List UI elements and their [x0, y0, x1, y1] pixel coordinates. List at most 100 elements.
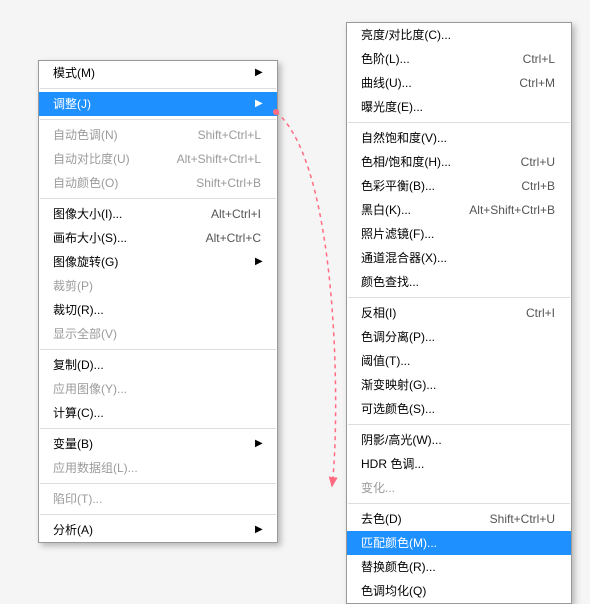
menu-separator	[348, 424, 570, 425]
menu-item-label: 显示全部(V)	[53, 326, 261, 342]
menu-separator	[40, 198, 276, 199]
menu-item-label: 渐变映射(G)...	[361, 377, 555, 393]
menu-separator	[40, 514, 276, 515]
menu-item-shortcut: Shift+Ctrl+L	[198, 127, 261, 143]
menu-item: 变化...	[347, 476, 571, 500]
menu-item[interactable]: 黑白(K)... Alt+Shift+Ctrl+B	[347, 198, 571, 222]
menu-item-label: 曲线(U)...	[361, 75, 495, 91]
menu-item-label: 分析(A)	[53, 522, 231, 538]
menu-item[interactable]: 图像旋转(G) ▶	[39, 250, 277, 274]
menu-item[interactable]: 模式(M)▶	[39, 61, 277, 85]
menu-item-label: 图像旋转(G)	[53, 254, 231, 270]
menu-item-label: 通道混合器(X)...	[361, 250, 555, 266]
menu-item-label: 裁切(R)...	[53, 302, 261, 318]
menu-item-label: 色调均化(Q)	[361, 583, 555, 599]
menu-item[interactable]: 调整(J) ▶	[39, 92, 277, 116]
menu-item: 应用数据组(L)...	[39, 456, 277, 480]
menu-item-label: 可选颜色(S)...	[361, 401, 555, 417]
menu-separator	[40, 428, 276, 429]
menu-item-shortcut: Alt+Ctrl+I	[211, 206, 261, 222]
menu-separator	[348, 122, 570, 123]
menu-item-label: 亮度/对比度(C)...	[361, 27, 555, 43]
menu-item[interactable]: 通道混合器(X)...	[347, 246, 571, 270]
adjustments-submenu[interactable]: 亮度/对比度(C)... 色阶(L)...Ctrl+L 曲线(U)... Ctrl+M…	[346, 22, 572, 604]
menu-item[interactable]: 照片滤镜(F)...	[347, 222, 571, 246]
menu-item[interactable]: 裁切(R)...	[39, 298, 277, 322]
menu-item-label: 调整(J)	[53, 96, 231, 112]
menu-item[interactable]: 分析(A) ▶	[39, 518, 277, 542]
parent-context-menu[interactable]: 模式(M)▶调整(J)▶自动色调(N)Shift+Ctrl+L自动对比度(U)A…	[38, 60, 278, 543]
menu-item-label: 裁剪(P)	[53, 278, 261, 294]
menu-item[interactable]: 色相/饱和度(H)...Ctrl+U	[347, 150, 571, 174]
menu-separator	[348, 297, 570, 298]
menu-item[interactable]: 变量(B)▶	[39, 432, 277, 456]
menu-separator	[40, 119, 276, 120]
menu-item[interactable]: 色彩平衡(B)...Ctrl+B	[347, 174, 571, 198]
menu-item-label: 变量(B)	[53, 436, 231, 452]
menu-item-label: 自然饱和度(V)...	[361, 130, 555, 146]
menu-separator	[348, 503, 570, 504]
submenu-arrow-icon: ▶	[255, 522, 261, 538]
menu-item-label: 替换颜色(R)...	[361, 559, 555, 575]
menu-item[interactable]: 复制(D)...	[39, 353, 277, 377]
menu-separator	[40, 88, 276, 89]
submenu-arrow-icon: ▶	[255, 96, 261, 112]
menu-item: 自动色调(N) Shift+Ctrl+L	[39, 123, 277, 147]
menu-item-label: 自动对比度(U)	[53, 151, 153, 167]
menu-item-label: 应用数据组(L)...	[53, 460, 261, 476]
menu-item-label: 匹配颜色(M)...	[361, 535, 555, 551]
submenu-arrow-icon: ▶	[255, 65, 261, 81]
menu-item-shortcut: Ctrl+U	[521, 154, 555, 170]
menu-item-label: 自动颜色(O)	[53, 175, 172, 191]
menu-item: 自动对比度(U)Alt+Shift+Ctrl+L	[39, 147, 277, 171]
menu-item[interactable]: 自然饱和度(V)...	[347, 126, 571, 150]
menu-item-label: 反相(I)	[361, 305, 502, 321]
menu-item[interactable]: 去色(D) Shift+Ctrl+U	[347, 507, 571, 531]
menu-item[interactable]: 曲线(U)... Ctrl+M	[347, 71, 571, 95]
menu-item-label: 黑白(K)...	[361, 202, 445, 218]
menu-item-shortcut: Alt+Shift+Ctrl+B	[469, 202, 555, 218]
menu-item-label: 阈值(T)...	[361, 353, 555, 369]
menu-item-shortcut: Ctrl+L	[523, 51, 555, 67]
menu-item[interactable]: 色调分离(P)...	[347, 325, 571, 349]
menu-item-label: 颜色查找...	[361, 274, 555, 290]
menu-item[interactable]: 可选颜色(S)...	[347, 397, 571, 421]
menu-item-label: 阴影/高光(W)...	[361, 432, 555, 448]
menu-item-label: 自动色调(N)	[53, 127, 174, 143]
menu-item[interactable]: 反相(I) Ctrl+I	[347, 301, 571, 325]
menu-item-label: 色调分离(P)...	[361, 329, 555, 345]
menu-item[interactable]: 替换颜色(R)...	[347, 555, 571, 579]
menu-item[interactable]: 亮度/对比度(C)...	[347, 23, 571, 47]
menu-item-label: 曝光度(E)...	[361, 99, 555, 115]
menu-item-label: 应用图像(Y)...	[53, 381, 261, 397]
menu-separator	[40, 349, 276, 350]
menu-item: 应用图像(Y)...	[39, 377, 277, 401]
menu-item[interactable]: 阈值(T)...	[347, 349, 571, 373]
menu-item-shortcut: Ctrl+M	[519, 75, 555, 91]
menu-item-label: 变化...	[361, 480, 555, 496]
menu-item-label: 画布大小(S)...	[53, 230, 182, 246]
menu-item-shortcut: Shift+Ctrl+U	[490, 511, 555, 527]
menu-item[interactable]: 计算(C)...	[39, 401, 277, 425]
menu-item[interactable]: 颜色查找...	[347, 270, 571, 294]
menu-item[interactable]: HDR 色调...	[347, 452, 571, 476]
menu-item[interactable]: 曝光度(E)...	[347, 95, 571, 119]
menu-item-label: 复制(D)...	[53, 357, 261, 373]
menu-item[interactable]: 图像大小(I)... Alt+Ctrl+I	[39, 202, 277, 226]
menu-item[interactable]: 色调均化(Q)	[347, 579, 571, 603]
menu-item[interactable]: 画布大小(S)...Alt+Ctrl+C	[39, 226, 277, 250]
menu-item-label: 色彩平衡(B)...	[361, 178, 497, 194]
menu-item[interactable]: 阴影/高光(W)...	[347, 428, 571, 452]
menu-item-label: 去色(D)	[361, 511, 466, 527]
menu-item-shortcut: Shift+Ctrl+B	[196, 175, 261, 191]
menu-item: 显示全部(V)	[39, 322, 277, 346]
menu-item-label: 图像大小(I)...	[53, 206, 187, 222]
menu-item-label: HDR 色调...	[361, 456, 555, 472]
menu-item[interactable]: 匹配颜色(M)...	[347, 531, 571, 555]
menu-item[interactable]: 色阶(L)...Ctrl+L	[347, 47, 571, 71]
menu-item-label: 计算(C)...	[53, 405, 261, 421]
menu-item[interactable]: 渐变映射(G)...	[347, 373, 571, 397]
menu-item-label: 照片滤镜(F)...	[361, 226, 555, 242]
submenu-arrow-icon: ▶	[255, 254, 261, 270]
menu-item-shortcut: Ctrl+I	[526, 305, 555, 321]
